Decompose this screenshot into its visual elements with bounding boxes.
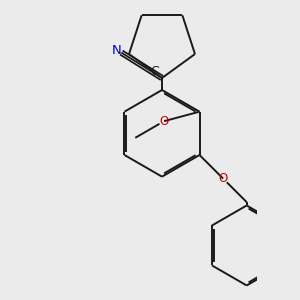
Text: O: O — [160, 115, 169, 128]
Text: O: O — [218, 172, 228, 185]
Text: N: N — [112, 44, 122, 57]
Text: C: C — [150, 64, 159, 77]
